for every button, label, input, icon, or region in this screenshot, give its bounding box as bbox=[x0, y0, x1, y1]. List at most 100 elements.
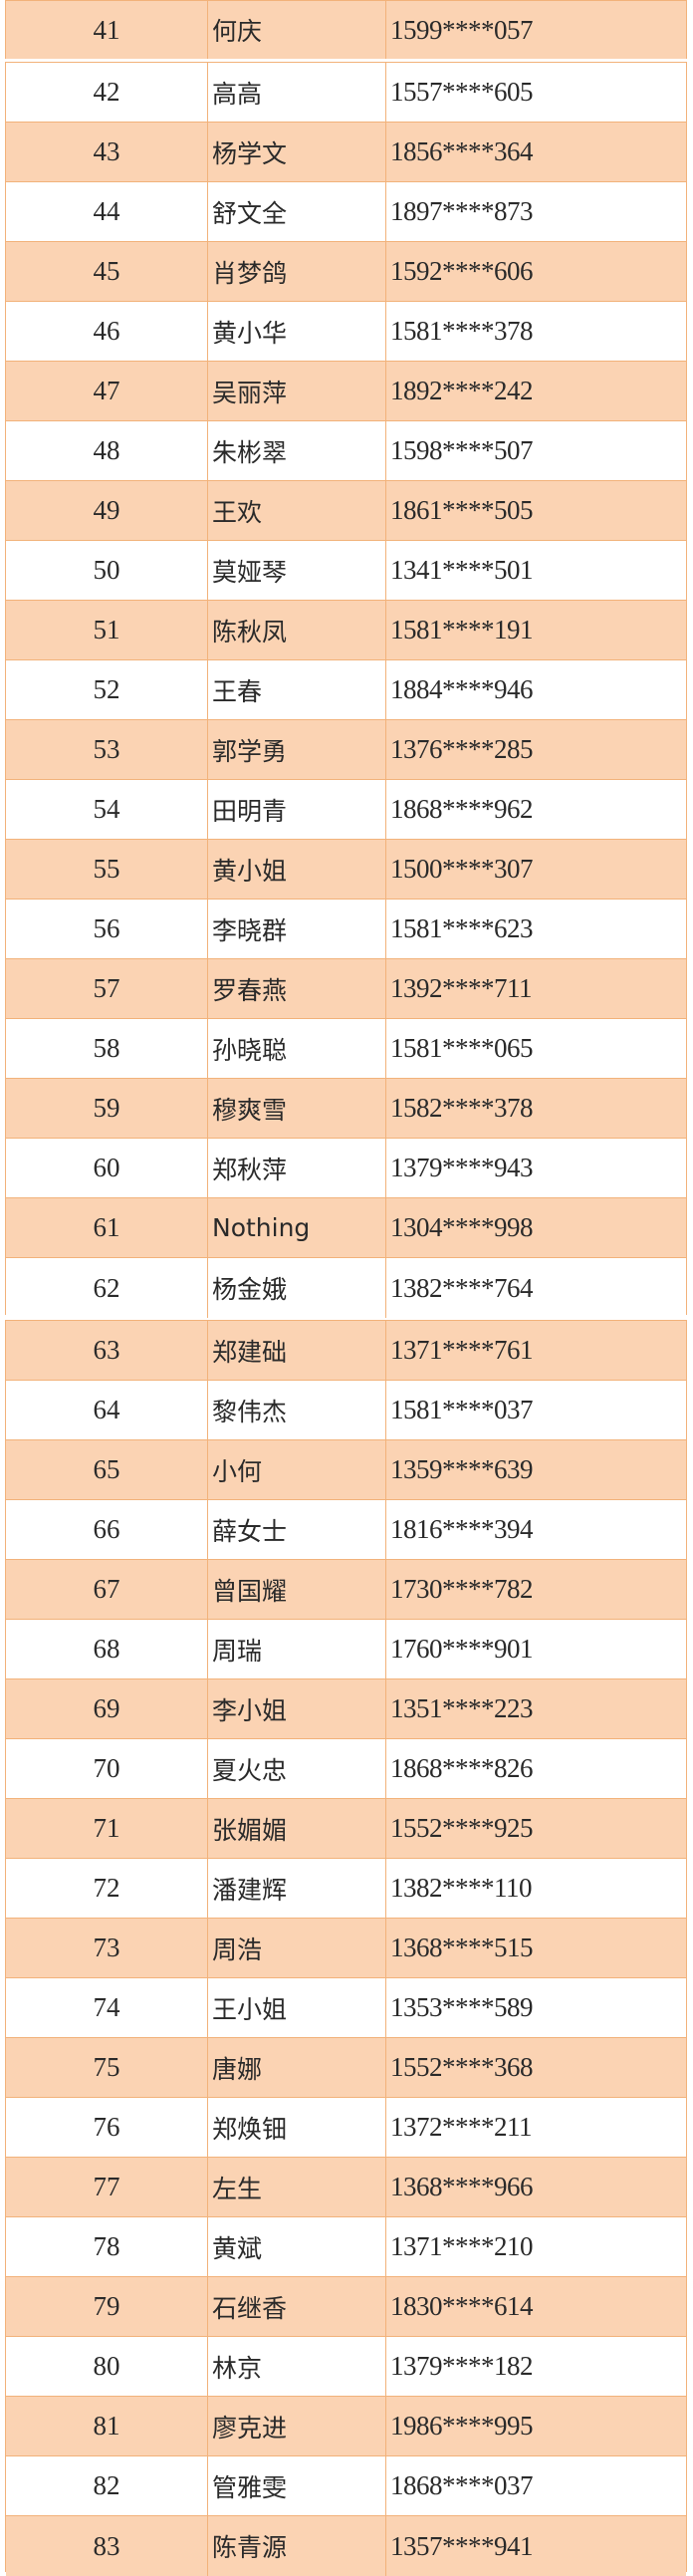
phone-cell: 1868****962 bbox=[390, 794, 534, 824]
phone-cell: 1868****037 bbox=[390, 2470, 534, 2500]
name-cell: 王欢 bbox=[208, 481, 386, 540]
name-cell: 小何 bbox=[208, 1440, 386, 1499]
index-cell: 63 bbox=[6, 1321, 208, 1380]
index-cell: 71 bbox=[6, 1799, 208, 1858]
table-row: 51 陈秋凤 1581****191 bbox=[6, 601, 686, 660]
table-row: 76 郑焕钿 1372****211 bbox=[6, 2098, 686, 2158]
index-cell: 62 bbox=[6, 1258, 208, 1318]
phone-cell: 1599****057 bbox=[390, 14, 534, 45]
name-cell: 李小姐 bbox=[208, 1679, 386, 1738]
table-row: 83 陈青源 1357****941 bbox=[6, 2516, 686, 2576]
table-row: 73 周浩 1368****515 bbox=[6, 1919, 686, 1978]
index-cell: 43 bbox=[6, 123, 208, 181]
phone-cell: 1379****943 bbox=[390, 1153, 534, 1182]
name-cell: 杨金娥 bbox=[208, 1258, 386, 1318]
table-row: 69 李小姐 1351****223 bbox=[6, 1679, 686, 1739]
table-row: 43 杨学文 1856****364 bbox=[6, 123, 686, 182]
index-cell: 50 bbox=[6, 541, 208, 600]
table-row: 75 唐娜 1552****368 bbox=[6, 2038, 686, 2098]
index-cell: 67 bbox=[6, 1560, 208, 1619]
index-cell: 41 bbox=[6, 1, 208, 59]
table-row: 45 肖梦鸽 1592****606 bbox=[6, 242, 686, 302]
phone-cell: 1582****378 bbox=[390, 1093, 534, 1123]
phone-cell: 1368****966 bbox=[390, 2172, 534, 2201]
table-row: 78 黄斌 1371****210 bbox=[6, 2217, 686, 2277]
table-row: 64 黎伟杰 1581****037 bbox=[6, 1381, 686, 1440]
phone-cell: 1353****589 bbox=[390, 1992, 534, 2022]
name-cell: 唐娜 bbox=[208, 2038, 386, 2097]
phone-cell: 1557****605 bbox=[390, 77, 534, 107]
name-cell: 郑秋萍 bbox=[208, 1139, 386, 1197]
table-row: 79 石继香 1830****614 bbox=[6, 2277, 686, 2337]
table-block-3: 63 郑建础 1371****761 64 黎伟杰 1581****037 65 小何 1359… bbox=[5, 1320, 687, 2576]
index-cell: 42 bbox=[6, 63, 208, 122]
index-cell: 57 bbox=[6, 959, 208, 1018]
phone-cell: 1581****623 bbox=[390, 913, 534, 943]
index-cell: 55 bbox=[6, 840, 208, 899]
table-row: 65 小何 1359****639 bbox=[6, 1440, 686, 1500]
table-row: 57 罗春燕 1392****711 bbox=[6, 959, 686, 1019]
index-cell: 82 bbox=[6, 2456, 208, 2515]
name-cell: 舒文全 bbox=[208, 182, 386, 241]
phone-cell: 1884****946 bbox=[390, 674, 534, 704]
phone-cell: 1598****507 bbox=[390, 435, 534, 465]
phone-cell: 1868****826 bbox=[390, 1753, 534, 1783]
phone-cell: 1897****873 bbox=[390, 196, 534, 226]
index-cell: 61 bbox=[6, 1198, 208, 1257]
phone-cell: 1351****223 bbox=[390, 1693, 534, 1723]
table-row: 56 李晓群 1581****623 bbox=[6, 900, 686, 959]
phone-cell: 1372****211 bbox=[390, 2112, 533, 2142]
table-row: 50 莫娅琴 1341****501 bbox=[6, 541, 686, 601]
name-cell: 杨学文 bbox=[208, 123, 386, 181]
name-cell: 陈秋凤 bbox=[208, 601, 386, 659]
index-cell: 52 bbox=[6, 660, 208, 719]
name-cell: 黎伟杰 bbox=[208, 1381, 386, 1439]
phone-cell: 1304****998 bbox=[390, 1212, 534, 1242]
index-cell: 76 bbox=[6, 2098, 208, 2157]
table-row: 49 王欢 1861****505 bbox=[6, 481, 686, 541]
index-cell: 66 bbox=[6, 1500, 208, 1559]
phone-cell: 1730****782 bbox=[390, 1574, 534, 1604]
index-cell: 79 bbox=[6, 2277, 208, 2336]
phone-cell: 1892****242 bbox=[390, 376, 534, 405]
index-cell: 74 bbox=[6, 1978, 208, 2037]
table-row: 72 潘建辉 1382****110 bbox=[6, 1859, 686, 1919]
name-cell: 郑建础 bbox=[208, 1321, 386, 1380]
index-cell: 59 bbox=[6, 1079, 208, 1138]
phone-cell: 1500****307 bbox=[390, 854, 534, 884]
phone-cell: 1382****110 bbox=[390, 1873, 533, 1903]
table-row: 48 朱彬翠 1598****507 bbox=[6, 421, 686, 481]
table-row: 62 杨金娥 1382****764 bbox=[6, 1258, 686, 1318]
name-cell: 左生 bbox=[208, 2158, 386, 2216]
phone-cell: 1371****761 bbox=[390, 1335, 534, 1365]
index-cell: 51 bbox=[6, 601, 208, 659]
table-row: 47 吴丽萍 1892****242 bbox=[6, 362, 686, 421]
index-cell: 69 bbox=[6, 1679, 208, 1738]
phone-cell: 1856****364 bbox=[390, 136, 534, 166]
name-cell: 管雅雯 bbox=[208, 2456, 386, 2515]
index-cell: 64 bbox=[6, 1381, 208, 1439]
name-cell: 潘建辉 bbox=[208, 1859, 386, 1918]
table-row: 70 夏火忠 1868****826 bbox=[6, 1739, 686, 1799]
name-cell: 王春 bbox=[208, 660, 386, 719]
index-cell: 78 bbox=[6, 2217, 208, 2276]
name-cell: 高高 bbox=[208, 63, 386, 122]
name-cell: 孙晓聪 bbox=[208, 1019, 386, 1078]
table-row: 54 田明青 1868****962 bbox=[6, 780, 686, 840]
phone-cell: 1581****378 bbox=[390, 316, 534, 346]
index-cell: 80 bbox=[6, 2337, 208, 2396]
table-row: 68 周瑞 1760****901 bbox=[6, 1620, 686, 1679]
phone-cell: 1359****639 bbox=[390, 1454, 534, 1484]
index-cell: 83 bbox=[6, 2516, 208, 2576]
table-row: 67 曾国耀 1730****782 bbox=[6, 1560, 686, 1620]
index-cell: 72 bbox=[6, 1859, 208, 1918]
table-row: 61 Nothing 1304****998 bbox=[6, 1198, 686, 1258]
phone-cell: 1861****505 bbox=[390, 495, 534, 525]
index-cell: 46 bbox=[6, 302, 208, 361]
name-cell: 周浩 bbox=[208, 1919, 386, 1977]
table-block-1: 41 何庆 1599****057 bbox=[5, 0, 687, 59]
phone-cell: 1816****394 bbox=[390, 1514, 534, 1544]
table-row: 71 张媚媚 1552****925 bbox=[6, 1799, 686, 1859]
index-cell: 45 bbox=[6, 242, 208, 301]
phone-cell: 1382****764 bbox=[390, 1272, 534, 1303]
